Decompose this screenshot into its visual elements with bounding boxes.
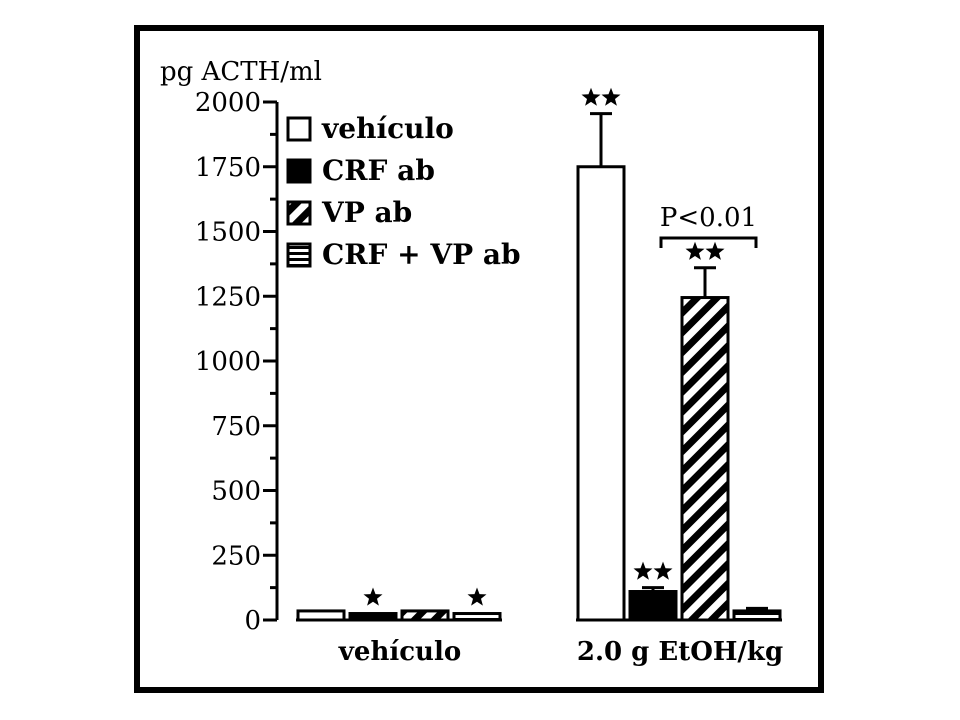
y-tick-label: 1000 <box>195 347 261 377</box>
y-axis: 0 250 500 750 1000 1250 1500 1750 2000 <box>195 88 279 636</box>
chart-frame <box>134 25 824 693</box>
significance-star <box>685 241 705 260</box>
bar <box>576 165 626 622</box>
legend-swatch <box>286 116 312 142</box>
x-axis-labels: vehículo 2.0 g EtOH/kg <box>338 637 783 667</box>
significance-star <box>633 561 653 580</box>
legend-swatch <box>286 158 312 184</box>
significance-star <box>581 87 601 106</box>
legend-swatch <box>286 200 312 226</box>
significance-annotations: P<0.01 <box>363 87 758 606</box>
y-tick-label: 500 <box>211 477 261 507</box>
y-tick-label: 1750 <box>195 153 261 183</box>
significance-star <box>467 587 487 606</box>
legend: vehículo CRF ab VP ab CRF + VP ab <box>286 112 521 271</box>
x-category-label: 2.0 g EtOH/kg <box>577 637 783 667</box>
legend-label: VP ab <box>321 196 412 229</box>
bar <box>628 590 678 622</box>
y-tick-label: 750 <box>211 412 261 442</box>
significance-star <box>601 87 621 106</box>
y-tick-label: 2000 <box>195 88 261 118</box>
bars <box>296 112 782 622</box>
significance-star <box>705 241 725 260</box>
y-tick-label: 0 <box>244 606 261 636</box>
y-axis-label: pg ACTH/ml <box>160 57 322 87</box>
legend-label: CRF ab <box>322 154 435 187</box>
bar <box>680 296 730 622</box>
significance-star <box>653 561 673 580</box>
x-category-label: vehículo <box>338 637 461 667</box>
y-tick-label: 1250 <box>195 282 261 312</box>
p-value-label: P<0.01 <box>660 203 757 233</box>
legend-swatch <box>286 242 312 268</box>
y-tick-label: 1500 <box>195 218 261 248</box>
significance-star <box>363 587 383 606</box>
y-tick-label: 250 <box>211 541 261 571</box>
legend-label: CRF + VP ab <box>322 238 521 271</box>
legend-label: vehículo <box>321 112 454 145</box>
significance-bracket <box>659 236 758 248</box>
